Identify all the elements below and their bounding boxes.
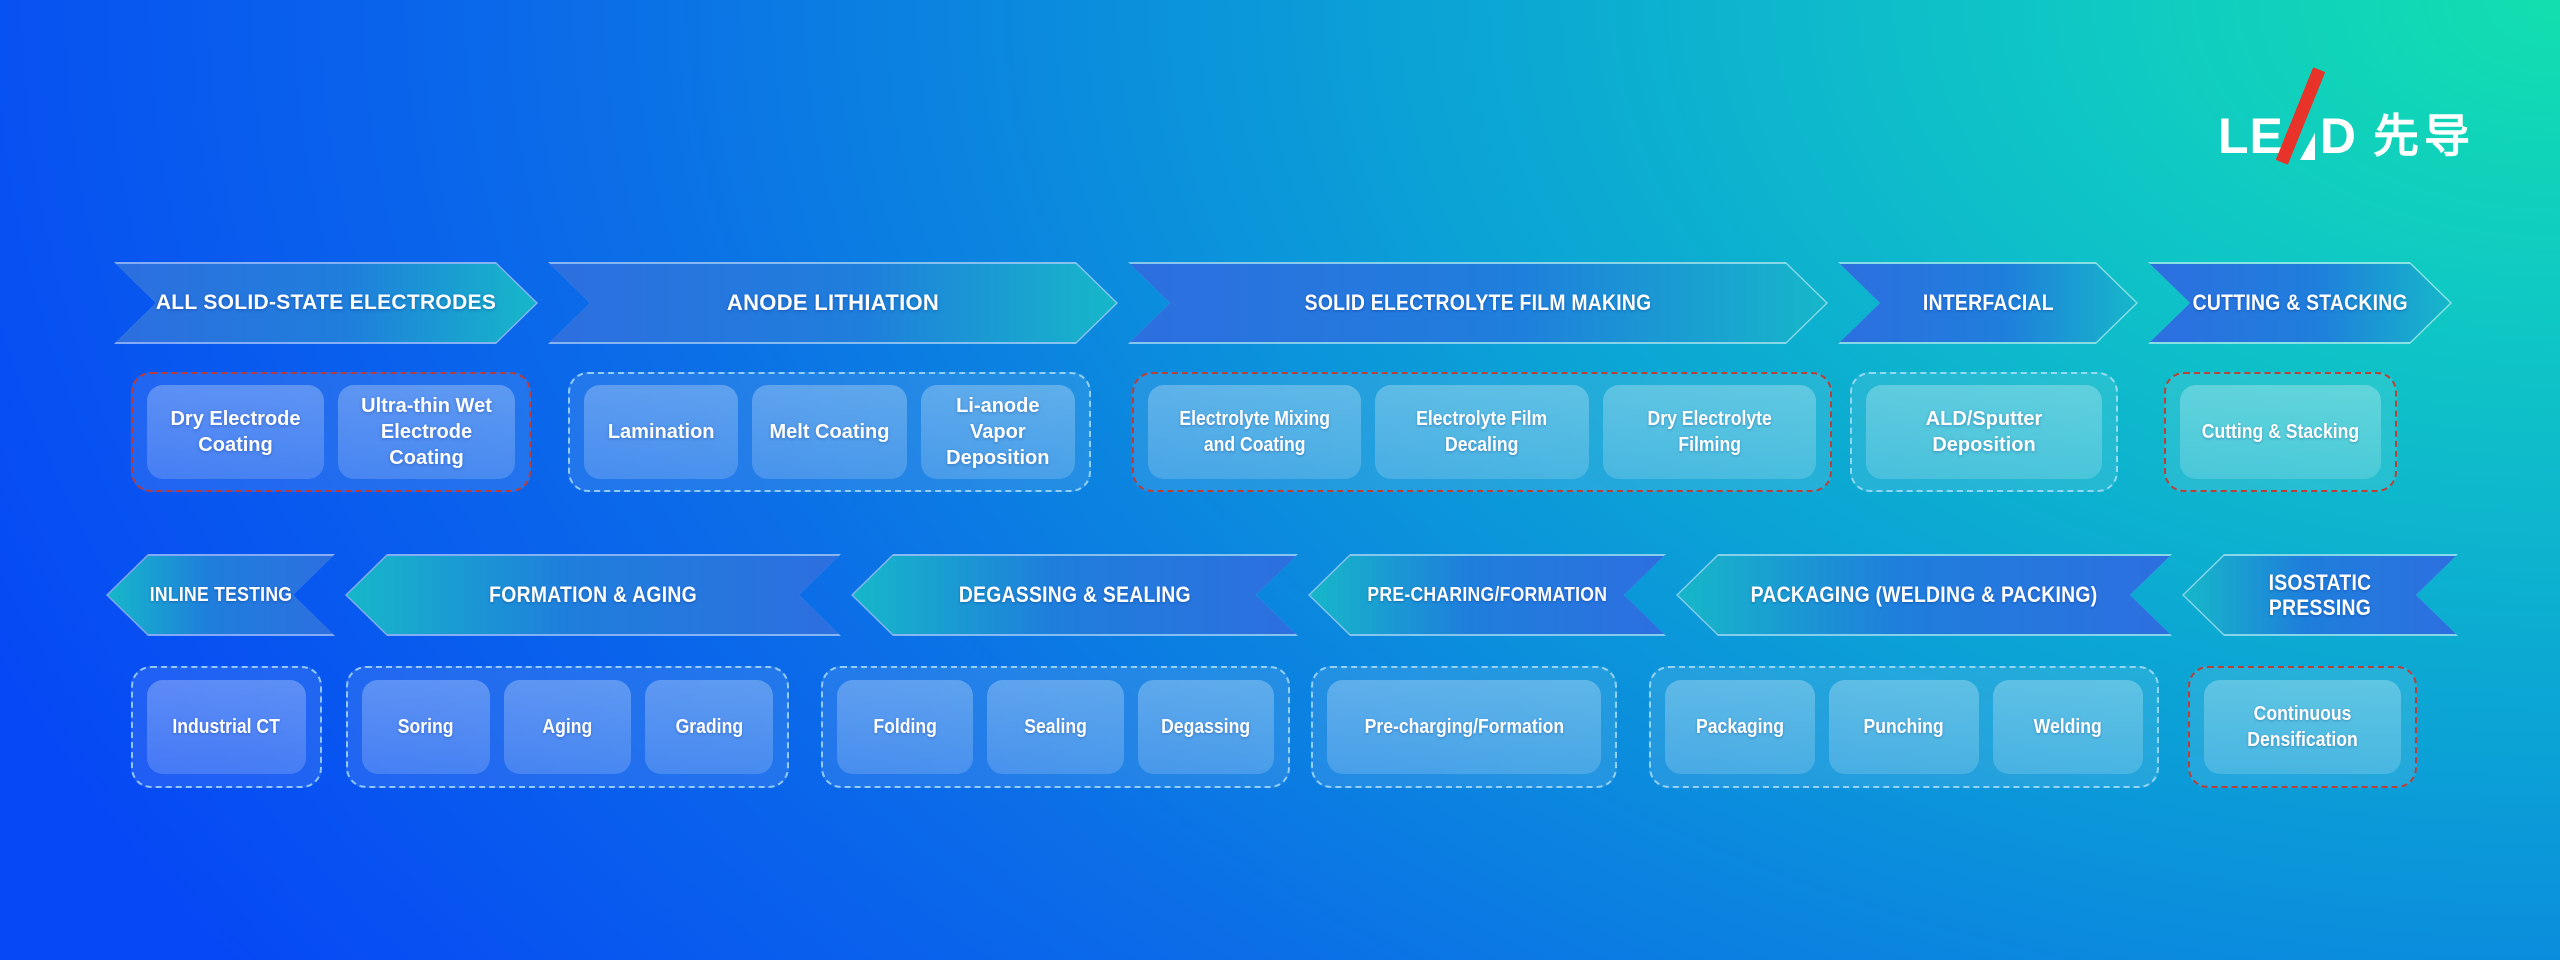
process-box-label: Punching	[1863, 716, 1945, 738]
stage-arrow-degassing-sealing: DEGASSING & SEALING	[851, 554, 1298, 636]
logo-text-d: D	[2319, 108, 2358, 164]
arrow-label: INTERFACIAL	[1922, 290, 2054, 316]
arrow-label: DEGASSING & SEALING	[958, 582, 1191, 608]
process-box: Folding	[837, 680, 974, 774]
process-box: Packaging	[1665, 680, 1815, 774]
arrow-label: PACKAGING (WELDING & PACKING)	[1750, 582, 2098, 608]
process-box: Lamination	[584, 385, 739, 479]
stage-arrow-anode-lithiation: ANODE LITHIATION	[548, 262, 1118, 344]
process-box-label: Continuous Densification	[2247, 703, 2358, 751]
process-group-pre-charging-formation: Pre-charging/Formation	[1311, 666, 1617, 788]
arrow-label: ISOSTATIC PRESSING	[2268, 569, 2372, 620]
arrow-fill	[116, 264, 536, 342]
stage-arrow-solid-electrolyte-film-making: SOLID ELECTROLYTE FILM MAKING	[1128, 262, 1828, 344]
process-box-label: Li-anode Vapor Deposition	[946, 395, 1050, 469]
arrow-fill	[550, 264, 1116, 342]
arrow-label: SOLID ELECTROLYTE FILM MAKING	[1304, 290, 1652, 316]
process-box-label: Electrolyte Film Decaling	[1416, 408, 1548, 456]
arrow-label: FORMATION & AGING	[489, 582, 697, 608]
process-group-isostatic-pressing: Continuous Densification	[2188, 666, 2417, 788]
process-box: Melt Coating	[752, 385, 907, 479]
process-group-packaging-welding-packing: Packaging Punching Welding	[1649, 666, 2159, 788]
process-box-label: Welding	[2033, 716, 2103, 738]
arrow-label: CUTTING & STACKING	[2192, 290, 2408, 316]
process-box: Soring	[362, 680, 490, 774]
stage-arrow-pre-charing-formation: PRE-CHARING/FORMATION	[1308, 554, 1666, 636]
process-group-anode-lithiation: Lamination Melt Coating Li-anode Vapor D…	[568, 372, 1091, 492]
process-box: Industrial CT	[147, 680, 306, 774]
process-box-label: Cutting & Stacking	[2201, 421, 2360, 443]
process-box: Dry Electrolyte Filming	[1602, 385, 1816, 479]
process-box: Welding	[1993, 680, 2143, 774]
process-box-label: Packaging	[1695, 716, 1785, 738]
lead-logo: LE D 先导	[2218, 67, 2476, 165]
process-box: Electrolyte Film Decaling	[1375, 385, 1589, 479]
stage-arrow-packaging-welding-packing: PACKAGING (WELDING & PACKING)	[1676, 554, 2172, 636]
process-box: Dry Electrode Coating	[147, 385, 324, 479]
process-box: Electrolyte Mixing and Coating	[1148, 385, 1362, 479]
arrow-fill	[1840, 264, 2136, 342]
process-box-label: Pre-charging/Formation	[1364, 716, 1564, 738]
arrow-fill	[1678, 556, 2170, 634]
process-box: Sealing	[987, 680, 1124, 774]
process-box: Degassing	[1137, 680, 1274, 774]
arrow-label: ALL SOLID-STATE ELECTRODES	[155, 290, 497, 314]
arrow-label: PRE-CHARING/FORMATION	[1367, 583, 1607, 606]
process-box: Li-anode Vapor Deposition	[920, 385, 1075, 479]
process-box-label: Grading	[675, 716, 743, 738]
process-box: ALD/Sputter Deposition	[1866, 385, 2102, 479]
process-box-label: Industrial CT	[172, 716, 281, 738]
process-box: Punching	[1829, 680, 1979, 774]
logo-text-cjk: 先导	[2373, 110, 2476, 162]
process-group-formation-aging: Soring Aging Grading	[346, 666, 789, 788]
logo-white-triangle-icon	[2299, 133, 2315, 160]
process-box: Aging	[503, 680, 632, 774]
process-box-label: Lamination	[607, 421, 715, 443]
process-box-label: Aging	[542, 716, 593, 738]
arrow-fill	[853, 556, 1296, 634]
process-group-interfacial: ALD/Sputter Deposition	[1850, 372, 2118, 492]
stage-arrow-inline-testing: INLINE TESTING	[106, 554, 335, 636]
process-group-all-solid-state-electrodes: Dry Electrode Coating Ultra-thin Wet Ele…	[131, 372, 531, 492]
stage-arrow-isostatic-pressing: ISOSTATIC PRESSING	[2182, 554, 2458, 636]
logo-letter-a	[2275, 67, 2326, 165]
process-box-label: Soring	[397, 716, 454, 738]
arrow-label: INLINE TESTING	[149, 583, 292, 606]
arrow-fill	[2150, 264, 2450, 342]
arrow-fill	[1130, 264, 1826, 342]
process-box-label: Degassing	[1161, 716, 1251, 738]
stage-arrow-cutting-stacking: CUTTING & STACKING	[2148, 262, 2452, 344]
process-box: Ultra-thin Wet Electrode Coating	[338, 385, 515, 479]
process-box-label: Ultra-thin Wet Electrode Coating	[361, 395, 492, 469]
process-box: Pre-charging/Formation	[1327, 680, 1601, 774]
process-group-solid-electrolyte-film-making: Electrolyte Mixing and Coating Electroly…	[1132, 372, 1832, 492]
process-group-degassing-sealing: Folding Sealing Degassing	[821, 666, 1290, 788]
process-box-label: Dry Electrolyte Filming	[1647, 408, 1772, 456]
arrow-fill	[1310, 556, 1664, 634]
process-box: Continuous Densification	[2204, 680, 2401, 774]
process-box-label: Dry Electrode Coating	[170, 408, 301, 456]
process-box-label: ALD/Sputter Deposition	[1925, 408, 2043, 456]
logo-text-le: LE	[2218, 108, 2284, 164]
stage-arrow-formation-aging: FORMATION & AGING	[345, 554, 841, 636]
process-group-cutting-stacking: Cutting & Stacking	[2164, 372, 2397, 492]
arrow-fill	[2184, 556, 2456, 634]
process-box-label: Sealing	[1024, 716, 1087, 738]
process-group-inline-testing: Industrial CT	[131, 666, 322, 788]
process-box: Grading	[645, 680, 774, 774]
stage-arrow-interfacial: INTERFACIAL	[1838, 262, 2138, 344]
stage-arrow-all-solid-state-electrodes: ALL SOLID-STATE ELECTRODES	[114, 262, 538, 344]
arrow-label: ANODE LITHIATION	[726, 290, 940, 316]
arrow-fill	[347, 556, 839, 634]
process-box-label: Electrolyte Mixing and Coating	[1179, 408, 1330, 456]
process-box-label: Folding	[873, 716, 937, 738]
process-box: Cutting & Stacking	[2180, 385, 2381, 479]
process-box-label: Melt Coating	[769, 421, 890, 443]
